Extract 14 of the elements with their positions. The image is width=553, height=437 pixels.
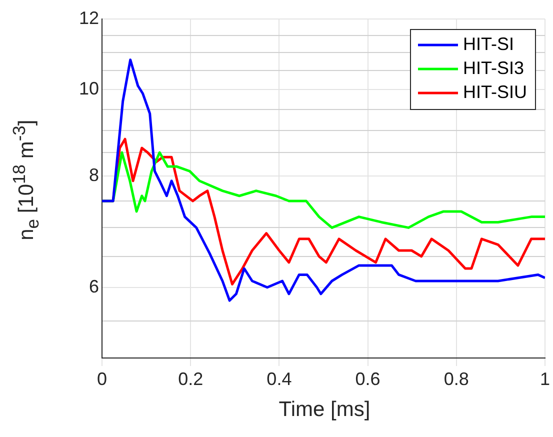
x-axis-title: Time [ms] bbox=[278, 398, 372, 422]
y-tick-label: 10 bbox=[78, 78, 99, 99]
y-tick-label: 6 bbox=[88, 276, 99, 296]
x-tick-label: 0 bbox=[96, 368, 108, 389]
x-tick-label: 1 bbox=[540, 368, 550, 389]
x-tick-label: 0.2 bbox=[178, 368, 204, 389]
legend-label: HIT-SI3 bbox=[462, 58, 524, 78]
y-tick-label: 8 bbox=[88, 164, 99, 185]
legend-label: HIT-SI bbox=[462, 34, 514, 54]
y-tick-label: 12 bbox=[78, 8, 99, 28]
x-tick-label: 0.4 bbox=[266, 368, 292, 389]
x-tick-label: 0.6 bbox=[355, 368, 380, 389]
legend-label: HIT-SIU bbox=[462, 82, 528, 102]
x-tick-label: 0.8 bbox=[444, 368, 469, 389]
